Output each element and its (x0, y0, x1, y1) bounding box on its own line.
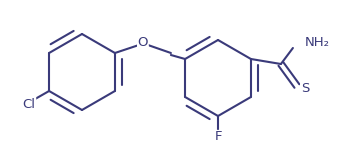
Text: O: O (138, 36, 148, 50)
Text: Cl: Cl (22, 98, 36, 111)
Text: F: F (214, 130, 222, 144)
Text: S: S (301, 81, 309, 94)
Text: NH₂: NH₂ (305, 36, 330, 48)
